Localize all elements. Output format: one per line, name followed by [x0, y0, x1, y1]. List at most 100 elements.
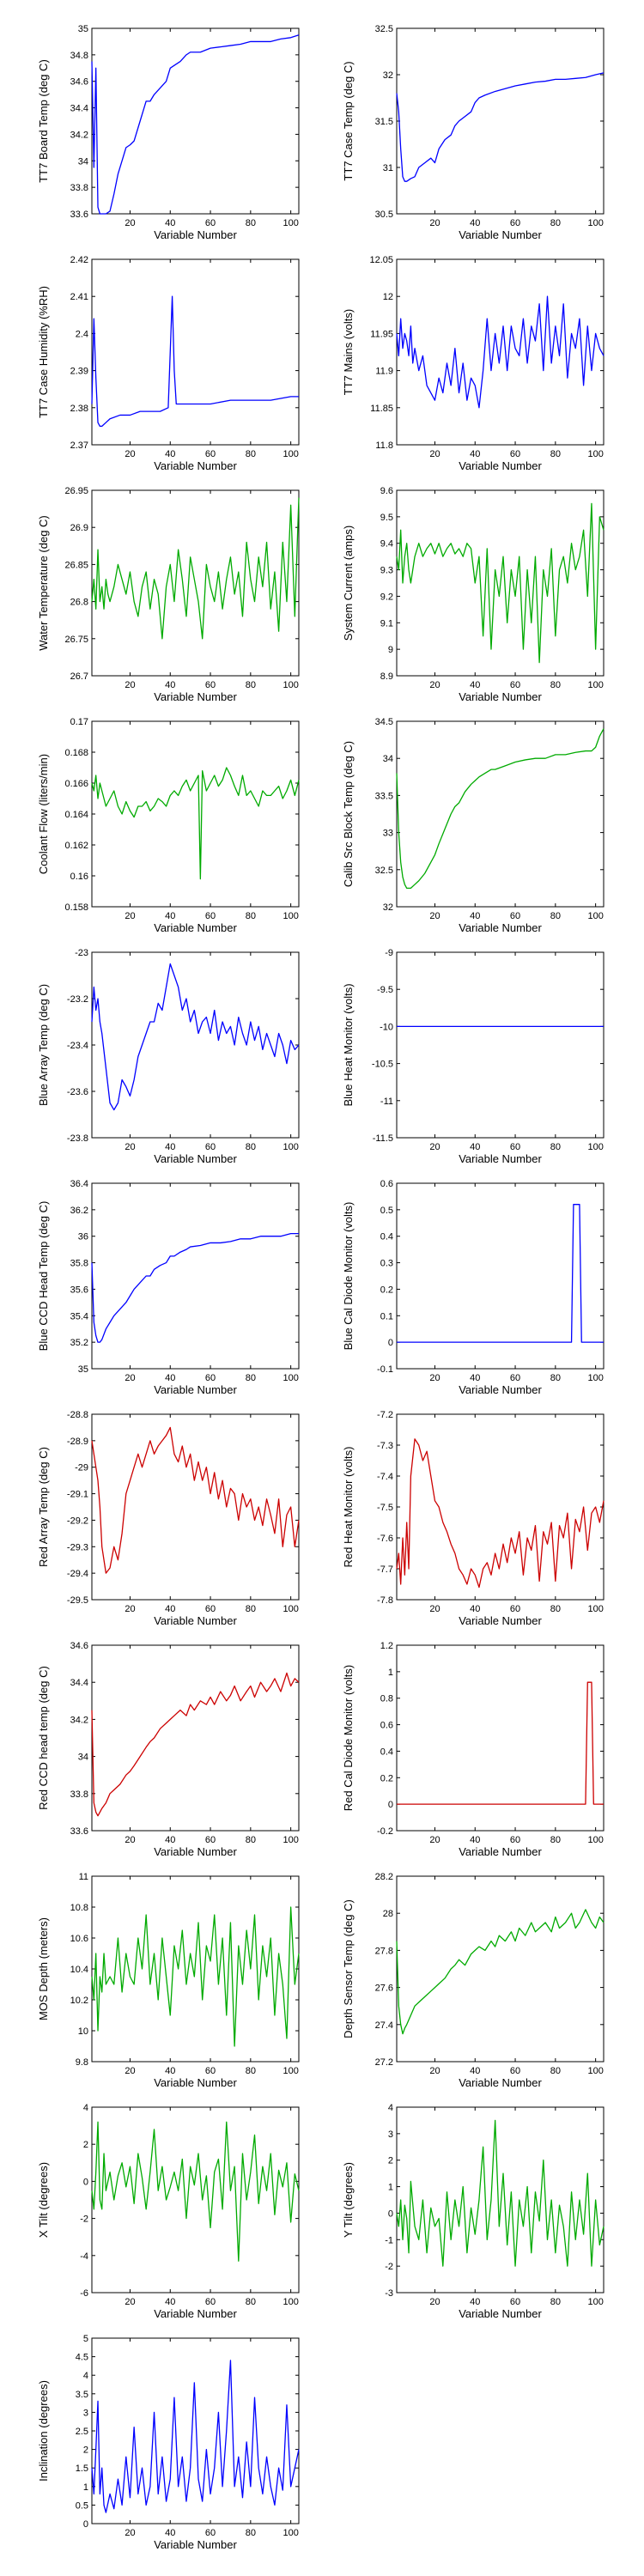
y-tick-label: 26.75 [64, 635, 88, 645]
y-tick-label: -11.5 [373, 1133, 393, 1144]
y-tick-label: 31.5 [375, 117, 393, 127]
y-tick-label: 28.2 [375, 1872, 393, 1882]
x-tick-label: 60 [205, 1604, 216, 1614]
y-axis-label: Blue Heat Monitor (volts) [342, 983, 355, 1106]
x-tick-label: 20 [125, 2066, 135, 2076]
y-tick-label: 0 [388, 1338, 393, 1348]
x-tick-label: 80 [246, 2297, 256, 2307]
y-tick-label: -28.9 [67, 1437, 88, 1447]
plot-area [91, 27, 300, 215]
y-tick-label: 0.164 [64, 810, 88, 820]
y-tick-label: -7.6 [377, 1534, 393, 1544]
x-axis-label: Variable Number [154, 921, 237, 934]
x-tick-label: 20 [429, 911, 440, 921]
y-tick-label: 27.4 [375, 2020, 393, 2031]
y-tick-label: 0.2 [380, 1773, 393, 1783]
x-axis-label: Variable Number [459, 921, 542, 934]
x-axis-label: Variable Number [154, 1614, 237, 1627]
x-tick-label: 80 [246, 1604, 256, 1614]
y-tick-label: 27.8 [375, 1946, 393, 1956]
y-tick-label: 9.5 [380, 513, 393, 523]
x-tick-label: 80 [550, 218, 561, 228]
y-tick-label: -9.5 [377, 985, 393, 995]
y-tick-label: 31 [383, 163, 393, 173]
y-tick-label: 35.8 [70, 1259, 88, 1269]
x-tick-label: 40 [165, 2297, 175, 2307]
x-tick-label: 20 [125, 1604, 135, 1614]
y-axis-label: Coolant Flow (liters/min) [37, 754, 50, 874]
y-tick-label: 32 [383, 902, 393, 913]
subplot-21: 20 40 60 80 100 0 0.5 1 1.5 2 2.5 3 3.5 4 4.5 5 Variable… [37, 2334, 300, 2551]
series-line [91, 497, 300, 640]
x-axis-label: Variable Number [154, 1845, 237, 1858]
x-tick-label: 60 [205, 911, 216, 921]
series-line [91, 963, 300, 1111]
plot-area [91, 720, 300, 908]
subplot-9: 20 40 60 80 100 -23.8 -23.6 -23.4 -23.2 -23 Variab… [37, 948, 300, 1165]
x-tick-label: 40 [470, 1835, 480, 1845]
y-axis-label: TT7 Case Humidity (%RH) [37, 286, 50, 418]
y-tick-label: -0.1 [377, 1364, 393, 1375]
x-tick-label: 60 [510, 449, 520, 459]
y-tick-label: 34.4 [70, 104, 88, 114]
x-tick-label: 20 [429, 2297, 440, 2307]
y-axis-label: System Current (amps) [342, 526, 355, 641]
x-tick-label: 100 [587, 218, 603, 228]
y-tick-label: 33.8 [70, 183, 88, 193]
y-tick-label: 10.6 [70, 1934, 88, 1944]
x-axis-label: Variable Number [459, 690, 542, 703]
y-tick-label: -23.2 [67, 994, 88, 1005]
x-tick-label: 20 [125, 218, 135, 228]
plot-area [396, 27, 605, 215]
plot-area [91, 1182, 300, 1370]
y-tick-label: -2 [385, 2262, 393, 2272]
x-axis-label: Variable Number [154, 2307, 237, 2320]
subplot-11: 20 40 60 80 100 35 35.2 35.4 35.6 35.8 36 36.2 36.4 V… [37, 1179, 300, 1396]
x-tick-label: 80 [550, 449, 561, 459]
y-axis-label: Blue CCD Head Temp (deg C) [37, 1201, 50, 1352]
y-tick-label: 27.6 [375, 1984, 393, 1994]
x-tick-label: 80 [550, 1142, 561, 1152]
y-tick-label: 0.4 [380, 1232, 393, 1242]
x-tick-label: 20 [429, 680, 440, 690]
series-line [91, 1232, 299, 1343]
y-tick-label: 0 [83, 2177, 88, 2187]
x-tick-label: 100 [587, 449, 603, 459]
x-tick-label: 40 [165, 1835, 175, 1845]
y-tick-label: 4.5 [76, 2353, 88, 2363]
y-tick-label: -2 [80, 2215, 88, 2225]
x-axis-label: Variable Number [459, 228, 542, 241]
plot-area [91, 1413, 300, 1601]
series-line [396, 72, 605, 182]
y-tick-label: 35.6 [70, 1285, 88, 1295]
x-tick-label: 40 [165, 1604, 175, 1614]
y-tick-label: 33.5 [375, 791, 393, 801]
series-line [396, 2119, 605, 2267]
y-tick-label: -29.1 [67, 1490, 88, 1500]
y-tick-label: 1.5 [76, 2464, 88, 2474]
y-axis-label: Depth Sensor Temp (deg C) [342, 1899, 355, 2038]
y-tick-label: 0 [83, 2519, 88, 2530]
y-tick-label: -29.2 [67, 1516, 88, 1526]
y-tick-label: -29.4 [67, 1569, 88, 1579]
y-tick-label: -7.8 [377, 1595, 393, 1606]
subplot-6: 20 40 60 80 100 8.9 9 9.1 9.2 9.3 9.4 9.5 9.6 Variabl… [342, 486, 605, 703]
y-tick-label: 11 [79, 1872, 88, 1882]
subplot-13: 20 40 60 80 100 -29.5 -29.4 -29.3 -29.2 -29.1 -29 -… [37, 1410, 300, 1627]
series-line [91, 1426, 300, 1574]
x-tick-label: 60 [510, 1373, 520, 1383]
y-tick-label: 2.4 [76, 329, 88, 339]
x-tick-label: 20 [125, 1373, 135, 1383]
x-tick-label: 80 [550, 680, 561, 690]
x-axis-label: Variable Number [154, 690, 237, 703]
y-tick-label: 4 [83, 2103, 88, 2113]
y-tick-label: 0.5 [380, 1206, 393, 1216]
x-tick-label: 100 [283, 1142, 298, 1152]
x-tick-label: 80 [550, 1373, 561, 1383]
y-tick-label: 12 [383, 292, 393, 302]
plot-area [396, 1644, 605, 1832]
y-tick-label: 12.05 [369, 255, 393, 265]
y-tick-label: -7.2 [377, 1410, 393, 1420]
x-tick-label: 100 [283, 2528, 298, 2538]
y-tick-label: 2.5 [76, 2427, 88, 2437]
